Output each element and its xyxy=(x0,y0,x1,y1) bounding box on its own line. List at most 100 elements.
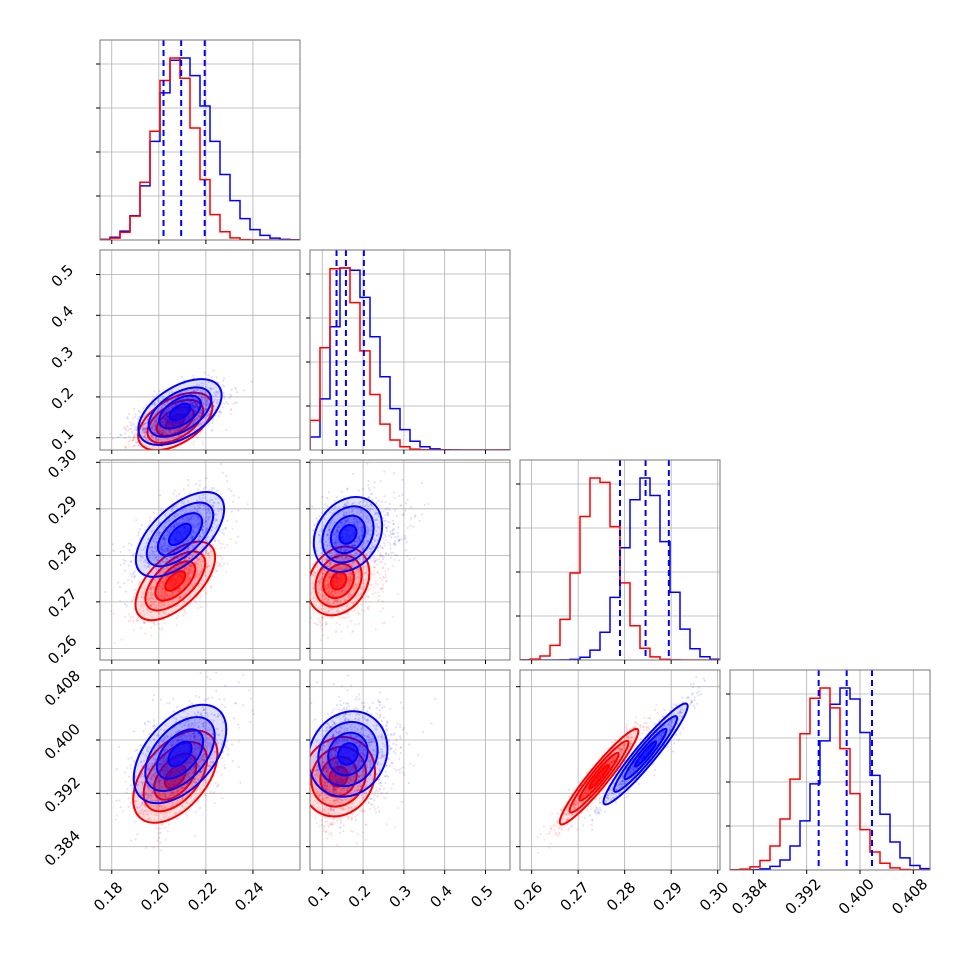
sample-point xyxy=(155,412,158,415)
sample-point xyxy=(373,557,376,560)
sample-point xyxy=(153,428,156,431)
sample-point xyxy=(216,561,219,564)
sample-point xyxy=(384,544,387,547)
sample-point xyxy=(161,429,164,432)
sample-point xyxy=(302,549,304,551)
sample-point xyxy=(145,612,149,615)
sample-point xyxy=(139,424,142,427)
sample-point xyxy=(183,568,186,571)
sample-point xyxy=(182,599,185,603)
sample-point xyxy=(163,421,166,424)
sample-point xyxy=(165,408,169,411)
sample-point xyxy=(151,597,154,600)
sample-point xyxy=(189,412,192,415)
sample-point xyxy=(122,545,125,548)
sample-point xyxy=(199,390,202,393)
sample-point xyxy=(320,495,324,498)
sample-point xyxy=(185,579,188,582)
sample-point xyxy=(374,579,377,583)
sample-point xyxy=(187,414,190,418)
sample-point xyxy=(165,547,168,551)
sample-point xyxy=(143,604,146,607)
sample-point xyxy=(201,394,204,397)
sample-point xyxy=(223,562,226,565)
sample-point xyxy=(197,572,200,575)
sample-point xyxy=(203,396,206,399)
sample-point xyxy=(219,547,222,550)
sample-point xyxy=(127,440,130,444)
sample-point xyxy=(170,437,173,440)
sample-point xyxy=(222,391,225,395)
sample-point xyxy=(142,416,145,419)
sample-point xyxy=(207,396,210,399)
sample-point xyxy=(174,423,177,426)
sample-point xyxy=(167,420,170,423)
sample-point xyxy=(202,410,205,413)
sample-point xyxy=(181,426,184,429)
sample-point xyxy=(212,419,215,422)
sample-point xyxy=(221,384,225,387)
sample-point xyxy=(177,589,180,592)
sample-point xyxy=(210,487,213,490)
sample-point xyxy=(166,601,169,604)
sample-point xyxy=(219,411,222,414)
sample-point xyxy=(173,428,176,432)
sample-point xyxy=(323,615,326,618)
sample-point xyxy=(210,409,213,413)
sample-point xyxy=(126,417,129,420)
sample-point xyxy=(144,422,147,425)
sample-point xyxy=(216,390,219,393)
sample-point xyxy=(142,435,145,438)
sample-point xyxy=(144,431,147,434)
sample-point xyxy=(219,562,222,565)
sample-point xyxy=(320,639,323,642)
sample-point xyxy=(144,430,147,433)
sample-point xyxy=(180,563,183,567)
sample-point xyxy=(178,596,182,599)
sample-point xyxy=(145,404,148,407)
sample-point xyxy=(230,394,233,398)
sample-point xyxy=(128,439,132,442)
sample-point xyxy=(142,407,145,410)
sample-point xyxy=(191,405,194,408)
sample-point xyxy=(182,401,186,404)
sample-point xyxy=(163,622,166,625)
sample-point xyxy=(194,403,197,406)
sample-point xyxy=(192,405,195,408)
sample-point xyxy=(168,430,171,433)
sample-point xyxy=(149,423,152,426)
sample-point xyxy=(202,382,205,385)
sample-point xyxy=(188,557,191,560)
sample-point xyxy=(218,390,221,393)
sample-point xyxy=(151,585,154,588)
y-tick-label: 0.3 xyxy=(48,343,78,373)
sample-point xyxy=(206,414,209,418)
sample-point xyxy=(163,418,167,421)
sample-point xyxy=(158,572,161,575)
sample-point xyxy=(192,405,195,408)
sample-point xyxy=(305,616,307,618)
sample-point xyxy=(113,456,115,458)
sample-point xyxy=(195,574,198,577)
sample-point xyxy=(174,436,177,439)
sample-point xyxy=(184,612,187,615)
sample-point xyxy=(147,413,150,416)
sample-point xyxy=(163,403,166,406)
sample-point xyxy=(163,418,166,421)
sample-point xyxy=(163,592,166,595)
sample-point xyxy=(152,586,155,589)
sample-point xyxy=(195,562,198,565)
sample-point xyxy=(198,572,201,576)
sample-point xyxy=(187,416,190,419)
sample-point xyxy=(150,634,153,637)
sample-point xyxy=(204,550,207,553)
sample-point xyxy=(207,554,210,557)
sample-point xyxy=(194,406,197,410)
sample-point xyxy=(200,571,203,574)
sample-point xyxy=(143,429,146,432)
sample-point xyxy=(381,583,384,587)
sample-point xyxy=(152,428,156,431)
sample-point xyxy=(180,563,183,566)
sample-point xyxy=(191,404,194,407)
sample-point xyxy=(156,622,159,626)
